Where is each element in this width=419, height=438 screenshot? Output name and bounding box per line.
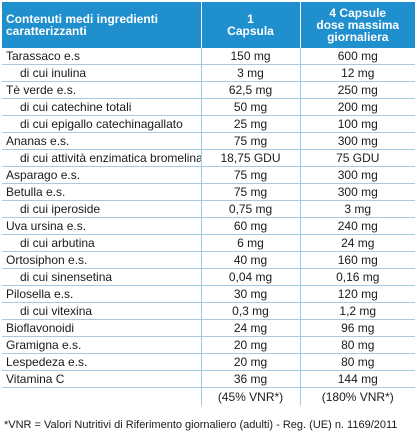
one-capsule-amount: 6 mg [201,234,301,252]
ingredient-name: Betulla e.s. [2,183,202,201]
max-dose-amount: 120 mg [300,285,415,303]
header-max-dose-line-2: dose massima [316,18,400,32]
max-dose-amount: 600 mg [300,48,415,65]
table-row: di cui inulina 3 mg 12 mg [2,64,415,82]
one-capsule-amount: 18,75 GDU [201,149,301,167]
ingredient-name: di cui vitexina [2,302,202,320]
max-dose-amount: 144 mg [300,370,415,388]
ingredient-name: di cui iperoside [2,200,202,218]
max-dose-amount: 250 mg [300,81,415,99]
table-header-row: Contenuti medi ingredienti caratterizzan… [2,2,415,48]
one-capsule-amount: 62,5 mg [201,81,301,99]
ingredient-name: di cui inulina [2,64,202,82]
one-capsule-amount: 75 mg [201,166,301,184]
one-capsule-amount: 20 mg [201,353,301,371]
table-row: Bioflavonoidi 24 mg 96 mg [2,319,415,337]
table-row: Betulla e.s. 75 mg 300 mg [2,183,415,201]
table-row: Tè verde e.s. 62,5 mg 250 mg [2,81,415,99]
header-ingredients-line-1: Contenuti medi ingredienti [6,12,158,26]
max-dose-amount: 24 mg [300,234,415,252]
table-row: Vitamina C 36 mg 144 mg [2,370,415,388]
one-capsule-amount: 3 mg [201,64,301,82]
one-capsule-amount: 0,04 mg [201,268,301,286]
header-max-dose-line-1: 4 Capsule [329,6,387,20]
max-dose-amount: 96 mg [300,319,415,337]
ingredient-name: Vitamina C [2,370,202,388]
one-capsule-amount: 30 mg [201,285,301,303]
table-row: Asparago e.s. 75 mg 300 mg [2,166,415,184]
one-capsule-amount: 150 mg [201,48,301,65]
table-row: di cui catechine totali 50 mg 200 mg [2,98,415,116]
table-row: di cui iperoside 0,75 mg 3 mg [2,200,415,218]
table-row: Ananas e.s. 75 mg 300 mg [2,132,415,150]
one-capsule-amount: 25 mg [201,115,301,133]
one-capsule-amount: 20 mg [201,336,301,354]
ingredients-table: Contenuti medi ingredienti caratterizzan… [2,2,415,406]
vnr-row: (45% VNR*) (180% VNR*) [2,387,415,406]
table-row: di cui vitexina 0,3 mg 1,2 mg [2,302,415,320]
table-row: Tarassaco e.s 150 mg 600 mg [2,48,415,65]
one-capsule-amount: 0,75 mg [201,200,301,218]
ingredient-name: di cui epigallo catechinagallato [2,115,202,133]
max-dose-amount: 0,16 mg [300,268,415,286]
header-max-dose: 4 Capsule dose massima giornaliera [300,2,415,48]
ingredient-name: di cui arbutina [2,234,202,252]
max-dose-amount: 3 mg [300,200,415,218]
ingredient-name: Pilosella e.s. [2,285,202,303]
table-row: Uva ursina e.s. 60 mg 240 mg [2,217,415,235]
max-dose-amount: 80 mg [300,353,415,371]
max-dose-amount: 12 mg [300,64,415,82]
ingredient-name: Ortosiphon e.s. [2,251,202,269]
max-dose-amount: 200 mg [300,98,415,116]
header-one-capsule: 1 Capsula [201,2,301,48]
header-one-capsule-line-1: 1 [247,12,254,26]
header-ingredients-line-2: caratterizzanti [6,24,87,38]
table-row: di cui sinensetina 0,04 mg 0,16 mg [2,268,415,286]
one-capsule-amount: 0,3 mg [201,302,301,320]
table-row: Ortosiphon e.s. 40 mg 160 mg [2,251,415,269]
one-capsule-amount: 36 mg [201,370,301,388]
max-dose-amount: 300 mg [300,166,415,184]
table-row: di cui attività enzimatica bromelina 18,7… [2,149,415,167]
table-row: di cui epigallo catechinagallato 25 mg 100… [2,115,415,133]
one-capsule-amount: 24 mg [201,319,301,337]
header-ingredients: Contenuti medi ingredienti caratterizzan… [2,2,202,48]
table-row: Pilosella e.s. 30 mg 120 mg [2,285,415,303]
vnr-max-dose: (180% VNR*) [321,389,394,404]
table-row: di cui arbutina 6 mg 24 mg [2,234,415,252]
one-capsule-amount: 40 mg [201,251,301,269]
max-dose-amount: 75 GDU [300,149,415,167]
header-one-capsule-line-2: Capsula [227,24,274,38]
header-max-dose-line-3: giornaliera [327,30,389,44]
ingredient-name: Tarassaco e.s [2,48,202,65]
max-dose-amount: 160 mg [300,251,415,269]
max-dose-amount: 300 mg [300,132,415,150]
ingredient-name: di cui catechine totali [2,98,202,116]
max-dose-amount: 240 mg [300,217,415,235]
footnote: *VNR = Valori Nutritivi di Riferimento g… [4,419,398,431]
one-capsule-amount: 75 mg [201,132,301,150]
vnr-one-capsule: (45% VNR*) [201,387,301,406]
one-capsule-amount: 50 mg [201,98,301,116]
ingredient-name: di cui sinensetina [2,268,202,286]
vnr-empty-cell [2,387,202,406]
ingredient-name: Ananas e.s. [2,132,202,150]
ingredient-name: Gramigna e.s. [2,336,202,354]
ingredient-name: Asparago e.s. [2,166,202,184]
max-dose-amount: 100 mg [300,115,415,133]
table-row: Gramigna e.s. 20 mg 80 mg [2,336,415,354]
table-row: Lespedeza e.s. 20 mg 80 mg [2,353,415,371]
one-capsule-amount: 60 mg [201,217,301,235]
max-dose-amount: 1,2 mg [300,302,415,320]
one-capsule-amount: 75 mg [201,183,301,201]
ingredient-name: Tè verde e.s. [2,81,202,99]
ingredient-name: Uva ursina e.s. [2,217,202,235]
ingredient-name: di cui attività enzimatica bromelina [2,149,202,167]
max-dose-amount: 80 mg [300,336,415,354]
max-dose-amount: 300 mg [300,183,415,201]
ingredient-name: Bioflavonoidi [2,319,202,337]
ingredient-name: Lespedeza e.s. [2,353,202,371]
